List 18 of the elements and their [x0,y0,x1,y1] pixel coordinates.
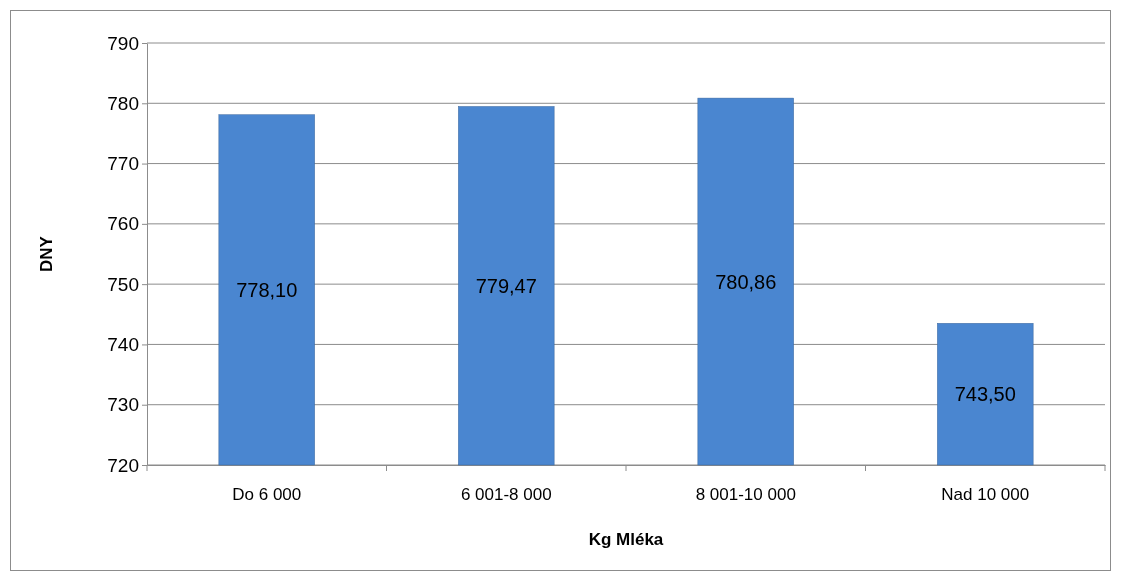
y-tick-label: 750 [107,273,139,295]
data-label: 780,86 [715,270,777,293]
y-axis-title: DNY [37,235,56,272]
x-tick-label: Do 6 000 [232,485,302,505]
data-label: 779,47 [475,274,537,297]
x-tick-label: 8 001-10 000 [695,485,796,505]
y-tick-label: 760 [107,213,139,235]
y-tick-label: 740 [107,334,139,356]
y-tick-label: 730 [107,394,139,416]
x-axis-title: Kg Mléka [588,530,664,549]
y-tick-label: 720 [107,454,139,476]
data-label: 778,10 [236,278,298,301]
y-tick-label: 790 [107,32,139,54]
x-tick-label: 6 001-8 000 [460,485,552,505]
y-tick-label: 780 [107,92,139,114]
x-tick-label: Nad 10 000 [941,485,1030,505]
data-label: 743,50 [954,383,1016,406]
y-tick-label: 770 [107,153,139,175]
